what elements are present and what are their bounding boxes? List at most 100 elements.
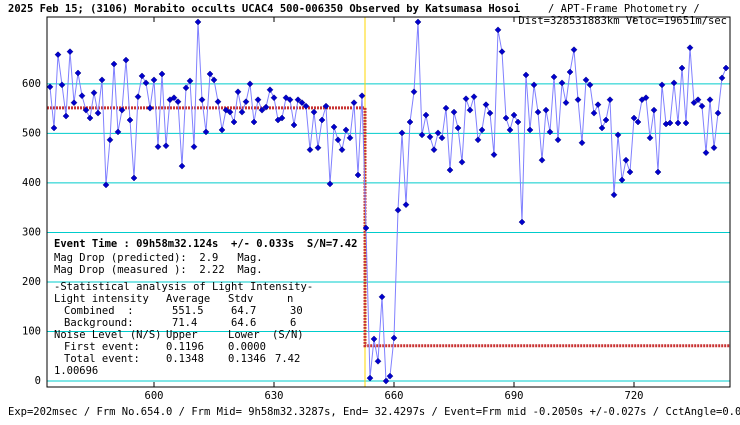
data-point — [598, 124, 606, 132]
stats-title: -Statistical analysis of Light Intensity… — [54, 281, 313, 293]
y-tick-label: 0 — [35, 375, 41, 387]
data-point — [474, 136, 482, 144]
data-point — [122, 56, 130, 64]
data-point — [158, 70, 166, 78]
data-point — [426, 133, 434, 141]
subtitle: / APT-Frame Photometry / — [548, 3, 700, 15]
data-point — [210, 76, 218, 84]
y-tick-label: 600 — [22, 78, 41, 90]
data-point — [526, 126, 534, 134]
stats-cell: 64.7 — [231, 305, 256, 317]
data-point — [266, 86, 274, 94]
data-point — [366, 374, 374, 382]
data-point — [586, 81, 594, 89]
data-point — [346, 134, 354, 142]
data-point — [74, 69, 82, 77]
data-point — [46, 83, 54, 91]
data-point — [86, 114, 94, 122]
data-point — [690, 99, 698, 107]
data-point — [130, 174, 138, 182]
noise-cell: 0.1348 — [166, 353, 204, 365]
data-point — [114, 128, 122, 136]
data-point — [482, 101, 490, 109]
data-point — [262, 103, 270, 111]
data-point — [90, 89, 98, 97]
data-point — [318, 116, 326, 124]
data-point — [234, 88, 242, 96]
data-point — [494, 26, 502, 34]
data-point — [58, 81, 66, 89]
data-point — [246, 80, 254, 88]
data-point — [134, 93, 142, 101]
data-point — [326, 180, 334, 188]
stats-header: Average — [166, 293, 210, 305]
data-point — [250, 118, 258, 126]
noise-cell: 0.1346 — [228, 353, 266, 365]
data-point — [614, 131, 622, 139]
data-point — [370, 335, 378, 343]
data-point — [170, 94, 178, 102]
data-point — [278, 114, 286, 122]
data-point — [126, 116, 134, 124]
data-point — [678, 64, 686, 72]
data-point — [118, 106, 126, 114]
noise-header: Lower — [228, 329, 260, 341]
data-point — [106, 136, 114, 144]
data-point — [350, 99, 358, 107]
stats-cell: Combined : — [64, 305, 134, 317]
data-point — [82, 106, 90, 114]
data-point — [226, 108, 234, 116]
x-tick-label: 630 — [265, 390, 284, 402]
data-point — [394, 206, 402, 214]
data-point — [686, 44, 694, 52]
data-point — [578, 139, 586, 147]
data-point — [534, 108, 542, 116]
data-point — [322, 102, 330, 110]
data-point — [618, 176, 626, 184]
data-point — [422, 111, 430, 119]
data-point — [442, 104, 450, 112]
data-point — [142, 79, 150, 87]
ratio: 1.00696 — [54, 365, 98, 377]
data-point — [682, 119, 690, 127]
data-point — [634, 118, 642, 126]
plot-frame — [46, 16, 731, 388]
data-point — [54, 51, 62, 58]
data-point — [462, 95, 470, 103]
data-point — [530, 81, 538, 89]
data-point — [374, 357, 382, 365]
noise-cell: Total event: — [64, 353, 140, 365]
data-point — [674, 119, 682, 127]
data-point — [138, 72, 146, 80]
data-point — [66, 48, 74, 56]
data-point — [218, 126, 226, 134]
data-point — [362, 224, 370, 232]
data-point — [354, 171, 362, 179]
data-point — [626, 168, 634, 176]
data-point — [590, 109, 598, 117]
data-point — [314, 144, 322, 152]
data-point — [70, 99, 78, 107]
data-point — [490, 151, 498, 159]
data-point — [654, 168, 662, 176]
data-point — [330, 123, 338, 131]
data-point — [694, 96, 702, 104]
data-point — [98, 76, 106, 84]
data-point — [402, 201, 410, 209]
data-point — [94, 109, 102, 117]
stats-header: Stdv — [228, 293, 253, 305]
noise-cell: 0.0000 — [228, 341, 266, 353]
data-point — [514, 118, 522, 126]
data-point — [390, 334, 398, 342]
data-point — [198, 96, 206, 104]
data-point — [290, 121, 298, 129]
y-tick-label: 100 — [22, 326, 41, 338]
data-point — [610, 191, 618, 199]
data-point — [566, 68, 574, 76]
data-point — [646, 134, 654, 142]
noise-cell: First event: — [64, 341, 140, 353]
data-point — [258, 106, 266, 114]
data-point — [558, 79, 566, 87]
data-point — [666, 119, 674, 127]
